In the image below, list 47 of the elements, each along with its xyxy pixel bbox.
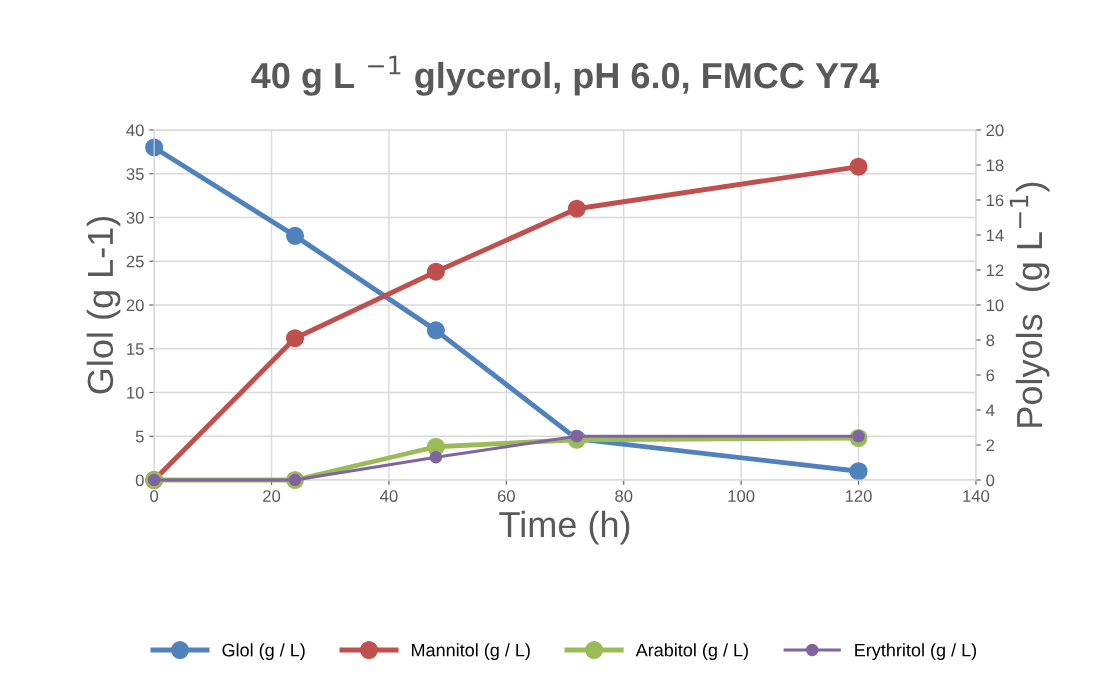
x-tick-label: 60 [497, 490, 515, 502]
point [429, 450, 443, 464]
chart-title: 40 g L $^{−1}$ glycerol, pH 6.0, FMCC Y74 [251, 55, 880, 96]
y2-tick-label: 14 [986, 229, 1004, 242]
y2-tick-label: 12 [986, 264, 1004, 277]
point [426, 321, 445, 340]
legend-label: Erythritol (g / L) [855, 643, 977, 661]
y2-tick-label: 8 [986, 334, 995, 347]
point [849, 157, 868, 176]
point [570, 429, 584, 443]
x-tick-label: 140 [963, 490, 990, 502]
y-tick-label: 5 [135, 430, 144, 443]
x-tick-label: 40 [380, 490, 398, 502]
y-tick-label: 35 [126, 168, 144, 180]
y2-tick-label: 20 [986, 124, 1004, 137]
y2-tick-label: 0 [986, 474, 995, 487]
legend-label: Glol (g / L) [222, 643, 305, 661]
legend-label: Arabitol (g / L) [635, 643, 748, 661]
y-tick-label: 25 [126, 255, 144, 268]
x-tick-label: 20 [263, 490, 281, 502]
y2-tick-label: 18 [986, 159, 1004, 172]
y-tick-label: 10 [127, 386, 144, 399]
y-axis-title: Glol (g L-1) [86, 216, 121, 394]
y2-tick-label: 6 [986, 369, 995, 382]
x-tick-label: 80 [615, 490, 633, 502]
x-tick-label: 0 [150, 490, 159, 502]
x-axis-title: Time (h) [499, 510, 630, 545]
x-tick-label: 100 [728, 490, 755, 502]
point [567, 199, 586, 218]
point [849, 462, 868, 481]
y-tick-label: 30 [126, 211, 144, 224]
point [285, 329, 305, 348]
y2-axis-title: Polyols (g L$^{−1}$) [1009, 182, 1050, 427]
point [145, 138, 164, 157]
y2-tick-label: 10 [986, 299, 1004, 312]
y-tick-label: 0 [135, 474, 144, 487]
y-tick-label: 20 [126, 299, 144, 312]
point [426, 262, 445, 281]
y2-tick-label: 16 [986, 194, 1004, 207]
legend-label: Mannitol (g / L) [412, 643, 530, 661]
y-tick-label: 15 [127, 343, 144, 355]
y-tick-label: 40 [126, 124, 144, 137]
point [852, 429, 865, 443]
x-tick-label: 120 [845, 490, 872, 502]
y2-tick-label: 4 [986, 404, 995, 417]
point [285, 226, 305, 245]
y2-tick-label: 2 [986, 439, 995, 452]
